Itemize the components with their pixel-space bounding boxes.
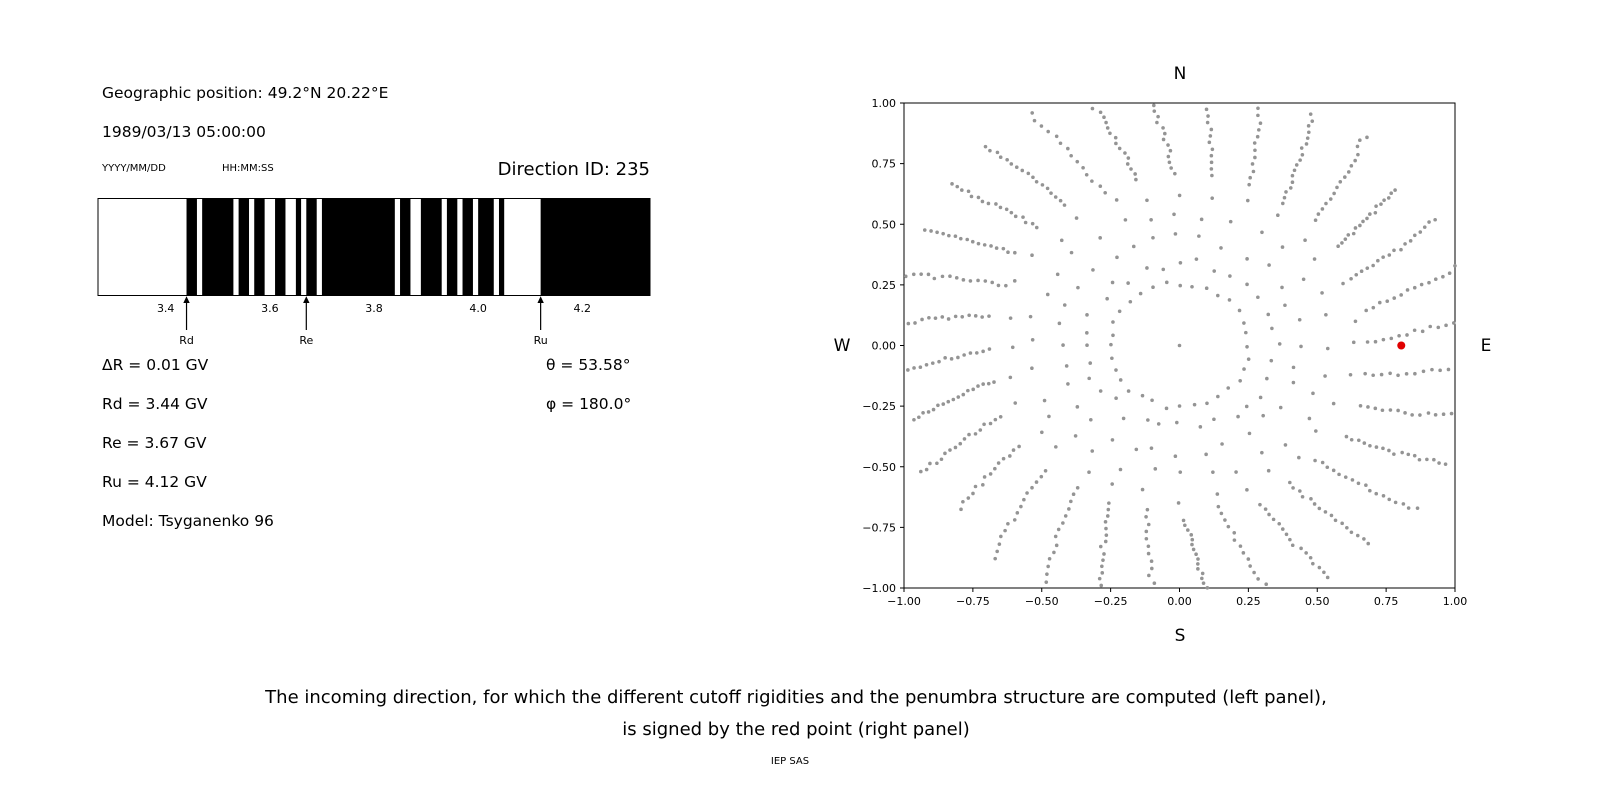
geographic-position-text: Geographic position: 49.2°N 20.22°E <box>102 84 389 102</box>
direction-y-ticks: 1.00 0.75 0.50 0.25 0.00 −0.25 −0.50 −0.75 −1.00 <box>862 97 904 595</box>
svg-text:−0.25: −0.25 <box>1094 595 1128 608</box>
svg-text:0.00: 0.00 <box>1167 595 1192 608</box>
svg-text:−1.00: −1.00 <box>887 595 921 608</box>
penumbra-barcode-chart: 3.4 3.6 3.8 4.0 4.2 Rd Re Ru <box>97 198 651 347</box>
svg-text:−0.50: −0.50 <box>862 461 896 474</box>
svg-text:−0.25: −0.25 <box>862 400 896 413</box>
selected-direction-red-point <box>1397 341 1406 350</box>
direction-id-text: Direction ID: 235 <box>497 159 650 180</box>
cutoff-marker-arrows: Rd Re Ru <box>179 296 548 347</box>
credit-text: IEP SAS <box>770 756 810 767</box>
svg-text:−0.50: −0.50 <box>1025 595 1059 608</box>
svg-text:0.25: 0.25 <box>1236 595 1261 608</box>
svg-text:0.50: 0.50 <box>872 218 897 231</box>
rd-value-text: Rd = 3.44 GV <box>102 395 208 413</box>
svg-text:Re: Re <box>299 334 313 347</box>
caption-line-2: is signed by the red point (right panel) <box>622 719 970 740</box>
delta-r-text: ΔR = 0.01 GV <box>102 356 209 374</box>
svg-text:4.2: 4.2 <box>574 302 592 315</box>
svg-text:0.75: 0.75 <box>872 158 897 171</box>
svg-text:−1.00: −1.00 <box>862 582 896 595</box>
svg-text:0.50: 0.50 <box>1305 595 1330 608</box>
theta-text: θ = 53.58° <box>546 356 631 374</box>
time-format-label: HH:MM:SS <box>222 163 274 174</box>
svg-text:−0.75: −0.75 <box>862 521 896 534</box>
compass-north-label: N <box>1174 64 1187 84</box>
compass-west-label: W <box>834 336 851 356</box>
penumbra-black-bands <box>186 198 650 296</box>
svg-text:1.00: 1.00 <box>872 97 897 110</box>
compass-south-label: S <box>1175 626 1186 646</box>
caption-line-1: The incoming direction, for which the di… <box>265 687 1327 708</box>
model-text: Model: Tsyganenko 96 <box>102 512 274 530</box>
direction-map-chart: N S W E −1.00 −0.75 −0.50 −0.25 0.00 0.25 0.50… <box>834 64 1492 646</box>
re-value-text: Re = 3.67 GV <box>102 434 207 452</box>
svg-text:4.0: 4.0 <box>469 302 487 315</box>
svg-text:3.4: 3.4 <box>157 302 175 315</box>
svg-text:3.8: 3.8 <box>365 302 383 315</box>
ru-value-text: Ru = 4.12 GV <box>102 473 207 491</box>
direction-dots <box>903 103 1457 590</box>
datetime-text: 1989/03/13 05:00:00 <box>102 123 266 141</box>
svg-text:Ru: Ru <box>534 334 548 347</box>
direction-x-ticks: −1.00 −0.75 −0.50 −0.25 0.00 0.25 0.50 0.75 1.00 <box>887 588 1467 608</box>
svg-text:1.00: 1.00 <box>1443 595 1468 608</box>
phi-text: φ = 180.0° <box>546 395 632 413</box>
svg-text:0.25: 0.25 <box>872 279 897 292</box>
svg-text:0.75: 0.75 <box>1374 595 1399 608</box>
compass-east-label: E <box>1481 336 1492 356</box>
date-format-label: YYYY/MM/DD <box>102 163 166 174</box>
svg-text:−0.75: −0.75 <box>956 595 990 608</box>
svg-text:Rd: Rd <box>179 334 194 347</box>
svg-text:0.00: 0.00 <box>872 340 897 353</box>
penumbra-axes-box <box>97 198 651 296</box>
svg-text:3.6: 3.6 <box>261 302 279 315</box>
penumbra-x-ticklabels: 3.4 3.6 3.8 4.0 4.2 <box>157 302 591 315</box>
